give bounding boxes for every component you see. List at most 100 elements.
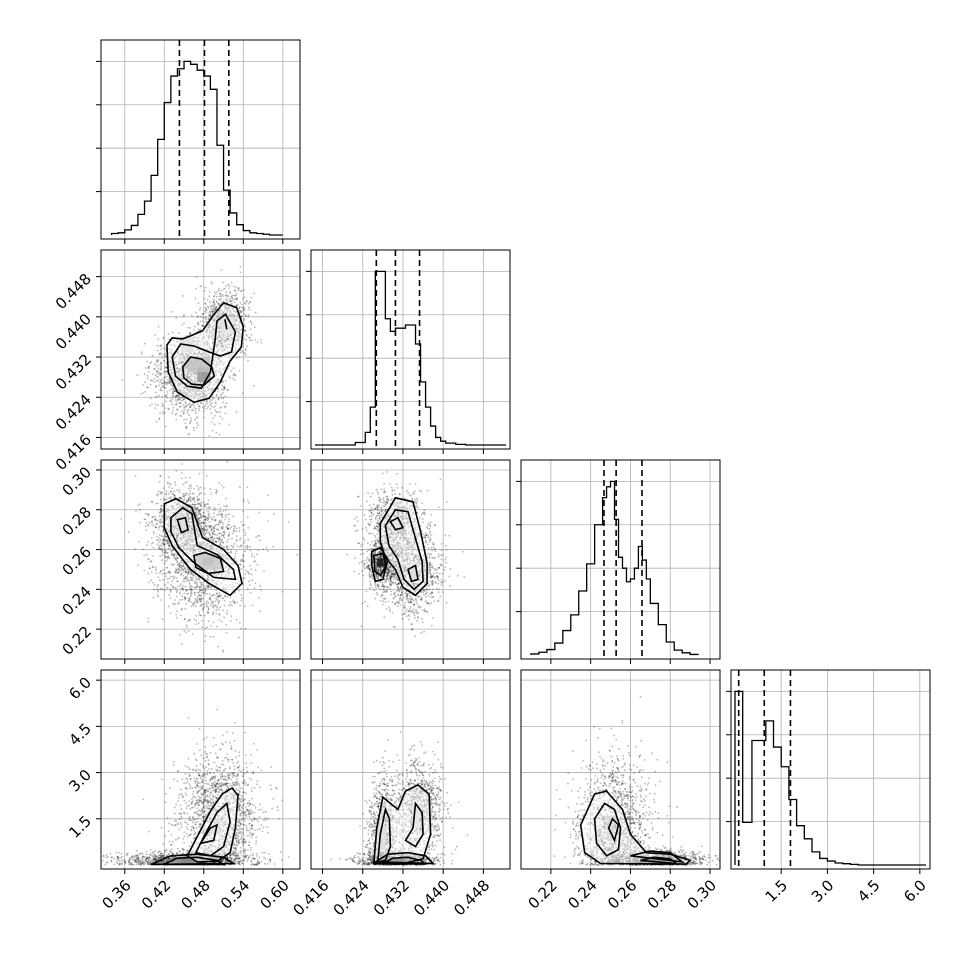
scatter-point	[188, 402, 191, 405]
scatter-point	[257, 549, 260, 551]
scatter-point	[153, 380, 156, 383]
scatter-point	[192, 497, 195, 500]
scatter-point	[189, 576, 192, 579]
scatter-point	[165, 375, 168, 378]
scatter-point	[162, 382, 165, 385]
scatter-point	[263, 570, 265, 572]
scatter-point	[187, 600, 190, 603]
scatter-point	[155, 526, 157, 529]
scatter-point	[225, 509, 227, 511]
scatter-point	[199, 589, 202, 592]
scatter-point	[174, 396, 177, 399]
scatter-point	[157, 364, 160, 366]
scatter-point	[193, 601, 196, 604]
scatter-point	[221, 418, 224, 420]
scatter-point	[147, 367, 150, 370]
scatter-point	[205, 585, 208, 588]
scatter-point	[214, 605, 217, 607]
scatter-point	[230, 302, 233, 305]
scatter-point	[215, 593, 218, 595]
scatter-point	[147, 572, 150, 575]
scatter-point	[223, 387, 226, 390]
scatter-point	[194, 410, 197, 412]
scatter-point	[217, 302, 220, 305]
scatter-point	[133, 548, 136, 551]
scatter-point	[226, 513, 229, 516]
scatter-point	[175, 412, 178, 415]
scatter-point	[165, 490, 168, 493]
scatter-point	[196, 583, 199, 586]
scatter-point	[228, 513, 231, 515]
scatter-point	[151, 500, 154, 503]
scatter-point	[203, 530, 206, 533]
scatter-point	[258, 597, 260, 599]
scatter-point	[138, 508, 141, 511]
scatter-point	[183, 313, 186, 316]
scatter-point	[167, 407, 170, 410]
scatter-point	[239, 621, 241, 624]
scatter-point	[200, 285, 203, 287]
scatter-point	[188, 332, 191, 335]
scatter-point	[189, 406, 192, 409]
scatter-point	[228, 531, 231, 534]
scatter-point	[225, 291, 228, 294]
scatter-point	[217, 387, 220, 390]
scatter-point	[162, 538, 165, 541]
scatter-point	[214, 307, 217, 310]
scatter-point	[209, 310, 212, 313]
scatter-point	[224, 518, 226, 521]
scatter-point	[179, 566, 182, 569]
scatter-point	[157, 595, 160, 598]
scatter-point	[191, 314, 193, 317]
scatter-point	[167, 587, 169, 590]
scatter-point	[240, 544, 243, 547]
scatter-point	[221, 513, 223, 515]
scatter-point	[135, 510, 137, 512]
scatter-point	[218, 304, 221, 307]
scatter-point	[204, 515, 207, 518]
scatter-point	[157, 367, 160, 370]
scatter-point	[199, 513, 202, 515]
scatter-point	[161, 517, 163, 520]
scatter-point	[174, 481, 177, 484]
scatter-point	[187, 572, 190, 574]
scatter-point	[248, 336, 251, 339]
scatter-point	[197, 622, 200, 625]
scatter-point	[218, 612, 221, 615]
scatter-point	[209, 526, 212, 529]
scatter-point	[184, 577, 186, 580]
scatter-point	[228, 520, 230, 523]
scatter-point	[190, 417, 192, 420]
scatter-point	[239, 349, 242, 351]
scatter-point	[165, 586, 168, 589]
scatter-point	[183, 592, 186, 595]
scatter-point	[166, 559, 169, 561]
scatter-point	[165, 567, 168, 569]
scatter-point	[230, 548, 232, 551]
scatter-point	[243, 560, 246, 563]
scatter-point	[226, 547, 229, 550]
scatter-point	[221, 534, 223, 537]
scatter-point	[160, 367, 163, 369]
scatter-point	[179, 599, 181, 601]
scatter-point	[212, 300, 215, 303]
hist-panel-3	[726, 669, 931, 874]
scatter-point	[212, 295, 215, 298]
scatter-point	[209, 585, 212, 588]
scatter-point	[216, 490, 219, 492]
scatter-point	[197, 315, 199, 318]
scatter-point	[178, 489, 181, 491]
scatter-point	[159, 555, 162, 558]
scatter-point	[240, 568, 242, 570]
scatter-point	[222, 397, 225, 399]
scatter-point	[152, 516, 154, 519]
scatter-point	[232, 515, 235, 518]
scatter-point	[185, 579, 188, 582]
scatter-point	[212, 611, 215, 613]
scatter-point	[160, 372, 162, 375]
scatter-point	[242, 554, 245, 556]
scatter-point	[241, 350, 244, 352]
scatter-point	[159, 389, 162, 392]
scatter-point	[158, 520, 161, 523]
scatter-point	[234, 289, 236, 292]
